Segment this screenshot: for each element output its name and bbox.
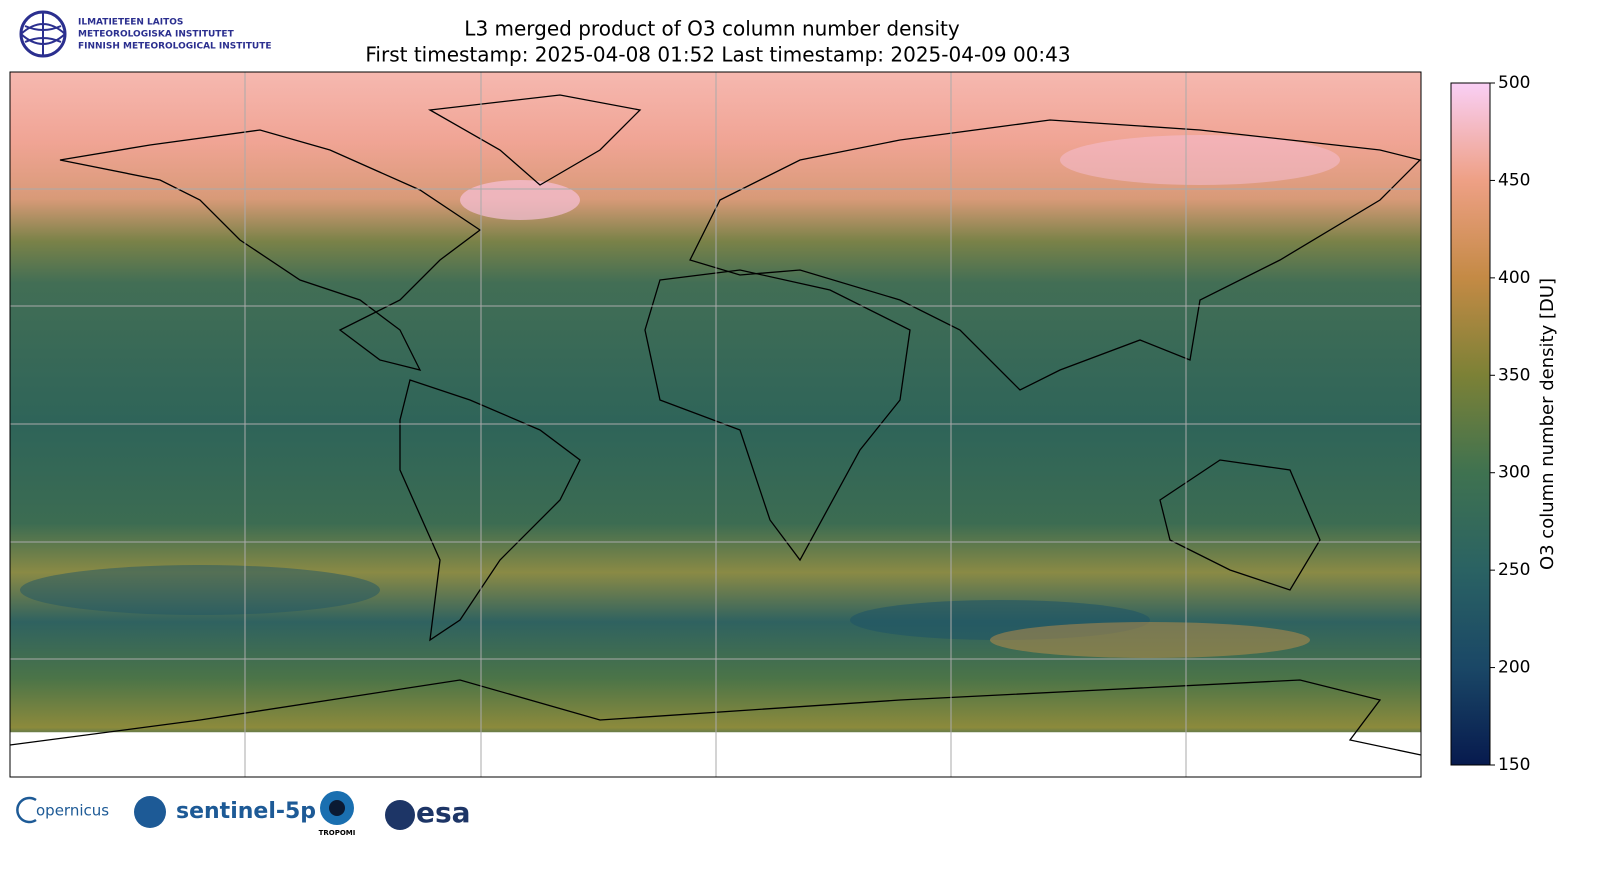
map-frame — [9, 71, 1422, 778]
colorbar-tick-label: 300 — [1498, 463, 1530, 483]
graticule — [10, 72, 1421, 777]
fmi-logo: ILMATIETEEN LAITOS METEOROLOGISKA INSTIT… — [19, 10, 272, 58]
ozone-field — [460, 180, 580, 220]
colorbar-ramp — [1450, 82, 1491, 766]
colorbar: O3 column number density [DU] 150 200 250 3… — [1450, 73, 1558, 775]
colorbar-label: O3 column number density [DU] — [1537, 278, 1558, 570]
esa-mark — [385, 800, 415, 830]
colorbar-tick-label: 200 — [1498, 658, 1530, 678]
ozone-field — [1060, 135, 1340, 185]
institute-name: METEOROLOGISKA INSTITUTET — [78, 30, 235, 40]
colorbar-tick-label: 350 — [1498, 365, 1530, 385]
colorbar-tick-label: 450 — [1498, 170, 1530, 190]
subtitle: First timestamp: 2025-04-08 01:52 Last t… — [365, 43, 1070, 67]
ozone-field — [20, 565, 380, 615]
logo-text: sentinel-5p — [176, 799, 316, 824]
footer-logos: opernicus sentinel-5p TROPOMI esa — [16, 791, 471, 837]
tropomi-mark — [329, 800, 345, 816]
coastlines — [9, 94, 1422, 756]
colorbar-tick-label: 500 — [1498, 73, 1530, 93]
colorbar-tick-label: 250 — [1498, 560, 1530, 580]
institute-name: ILMATIETEEN LAITOS — [78, 18, 183, 28]
logo-text: esa — [416, 796, 471, 829]
map — [9, 71, 1422, 778]
logo-text: opernicus — [36, 802, 109, 820]
logo-text: TROPOMI — [319, 829, 356, 837]
sentinel-mark — [134, 796, 166, 828]
institute-name: FINNISH METEOROLOGICAL INSTITUTE — [78, 42, 272, 52]
colorbar-tick-label: 150 — [1498, 755, 1530, 775]
title: L3 merged product of O3 column number de… — [464, 17, 960, 41]
copernicus-mark — [16, 796, 37, 824]
colorbar-tick-label: 400 — [1498, 268, 1530, 288]
ozone-field — [990, 622, 1310, 658]
